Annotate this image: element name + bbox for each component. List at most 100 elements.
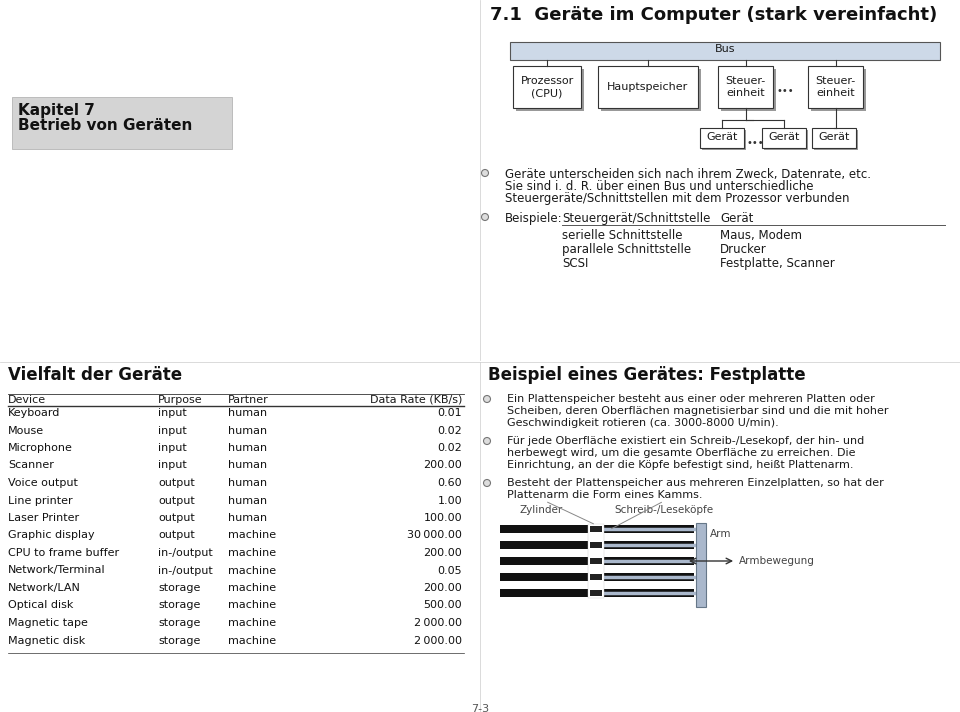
- Text: Device: Device: [8, 395, 46, 405]
- Bar: [598, 66, 698, 108]
- Bar: [500, 525, 588, 533]
- Bar: [510, 42, 940, 60]
- Text: 2 000.00: 2 000.00: [414, 636, 462, 646]
- Text: Gerät: Gerät: [707, 132, 737, 142]
- Text: Microphone: Microphone: [8, 443, 73, 453]
- Bar: [702, 130, 746, 150]
- Text: 1.00: 1.00: [438, 496, 462, 506]
- Text: storage: storage: [158, 636, 201, 646]
- Text: SCSI: SCSI: [562, 257, 588, 270]
- Text: Gerät: Gerät: [720, 212, 754, 225]
- Text: herbewegt wird, um die gesamte Oberfläche zu erreichen. Die: herbewegt wird, um die gesamte Oberfläch…: [507, 448, 855, 458]
- Text: Prozessor: Prozessor: [520, 76, 574, 86]
- Text: Network/Terminal: Network/Terminal: [8, 565, 106, 575]
- Text: machine: machine: [228, 565, 276, 575]
- Text: Gerät: Gerät: [768, 132, 800, 142]
- Text: input: input: [158, 408, 187, 418]
- Text: input: input: [158, 443, 187, 453]
- Bar: [604, 589, 694, 597]
- Circle shape: [484, 437, 491, 444]
- Bar: [590, 542, 602, 548]
- Text: Voice output: Voice output: [8, 478, 78, 488]
- Text: Scheiben, deren Oberflächen magnetisierbar sind und die mit hoher: Scheiben, deren Oberflächen magnetisierb…: [507, 406, 889, 416]
- Bar: [590, 574, 602, 580]
- Text: Data Rate (KB/s): Data Rate (KB/s): [370, 395, 462, 405]
- Bar: [812, 128, 856, 148]
- Text: Beispiele:: Beispiele:: [505, 212, 563, 225]
- Bar: [604, 573, 694, 581]
- Text: Vielfalt der Geräte: Vielfalt der Geräte: [8, 366, 182, 384]
- Text: 7-3: 7-3: [471, 704, 489, 712]
- Text: 200.00: 200.00: [423, 461, 462, 471]
- Bar: [590, 526, 602, 532]
- Text: 0.02: 0.02: [437, 426, 462, 436]
- Text: 0.05: 0.05: [438, 565, 462, 575]
- Text: storage: storage: [158, 618, 201, 628]
- Bar: [0, 362, 480, 388]
- Bar: [601, 69, 701, 111]
- Text: machine: machine: [228, 600, 276, 610]
- Text: Network/LAN: Network/LAN: [8, 583, 81, 593]
- Text: einheit: einheit: [816, 88, 854, 98]
- Bar: [590, 558, 602, 564]
- Text: in-/output: in-/output: [158, 565, 213, 575]
- Text: human: human: [228, 496, 267, 506]
- Bar: [604, 525, 694, 533]
- Bar: [604, 541, 694, 549]
- Bar: [588, 524, 604, 598]
- Bar: [696, 523, 706, 607]
- Bar: [480, 362, 960, 388]
- Text: human: human: [228, 513, 267, 523]
- Text: Purpose: Purpose: [158, 395, 203, 405]
- Text: Armbewegung: Armbewegung: [739, 556, 815, 566]
- Text: Keyboard: Keyboard: [8, 408, 60, 418]
- Text: input: input: [158, 426, 187, 436]
- Text: human: human: [228, 426, 267, 436]
- Text: Plattenarm die Form eines Kamms.: Plattenarm die Form eines Kamms.: [507, 490, 703, 500]
- Text: Besteht der Plattenspeicher aus mehreren Einzelplatten, so hat der: Besteht der Plattenspeicher aus mehreren…: [507, 478, 884, 488]
- Text: machine: machine: [228, 583, 276, 593]
- Text: Laser Printer: Laser Printer: [8, 513, 79, 523]
- Bar: [500, 573, 588, 581]
- Text: storage: storage: [158, 583, 201, 593]
- Bar: [808, 66, 863, 108]
- Text: Gerät: Gerät: [818, 132, 850, 142]
- Text: output: output: [158, 513, 195, 523]
- Text: output: output: [158, 478, 195, 488]
- Text: Geräte unterscheiden sich nach ihrem Zweck, Datenrate, etc.: Geräte unterscheiden sich nach ihrem Zwe…: [505, 168, 871, 181]
- Text: Kapitel 7: Kapitel 7: [18, 103, 95, 118]
- Text: Drucker: Drucker: [720, 243, 767, 256]
- Text: serielle Schnittstelle: serielle Schnittstelle: [562, 229, 683, 242]
- Bar: [814, 130, 858, 150]
- Bar: [500, 589, 588, 597]
- Text: Line printer: Line printer: [8, 496, 73, 506]
- Text: machine: machine: [228, 530, 276, 540]
- Bar: [700, 128, 744, 148]
- Bar: [500, 541, 588, 549]
- Text: •••: •••: [777, 86, 795, 96]
- Text: Geschwindigkeit rotieren (ca. 3000-8000 U/min).: Geschwindigkeit rotieren (ca. 3000-8000 …: [507, 418, 779, 428]
- Bar: [764, 130, 808, 150]
- Text: •••: •••: [746, 138, 763, 148]
- Text: Festplatte, Scanner: Festplatte, Scanner: [720, 257, 835, 270]
- Text: storage: storage: [158, 600, 201, 610]
- Text: 30 000.00: 30 000.00: [407, 530, 462, 540]
- Circle shape: [482, 169, 489, 177]
- Text: Magnetic tape: Magnetic tape: [8, 618, 88, 628]
- Text: 0.01: 0.01: [438, 408, 462, 418]
- Bar: [17, 102, 237, 154]
- Circle shape: [482, 214, 489, 221]
- Bar: [811, 69, 866, 111]
- Bar: [513, 66, 581, 108]
- Text: Magnetic disk: Magnetic disk: [8, 636, 85, 646]
- Text: CPU to frame buffer: CPU to frame buffer: [8, 548, 119, 558]
- Text: Mouse: Mouse: [8, 426, 44, 436]
- Bar: [721, 69, 776, 111]
- Text: 0.60: 0.60: [438, 478, 462, 488]
- Text: 200.00: 200.00: [423, 548, 462, 558]
- Text: Graphic display: Graphic display: [8, 530, 95, 540]
- Text: human: human: [228, 461, 267, 471]
- Text: Steuergerät/Schnittstelle: Steuergerät/Schnittstelle: [562, 212, 710, 225]
- Text: input: input: [158, 461, 187, 471]
- Bar: [480, 0, 960, 32]
